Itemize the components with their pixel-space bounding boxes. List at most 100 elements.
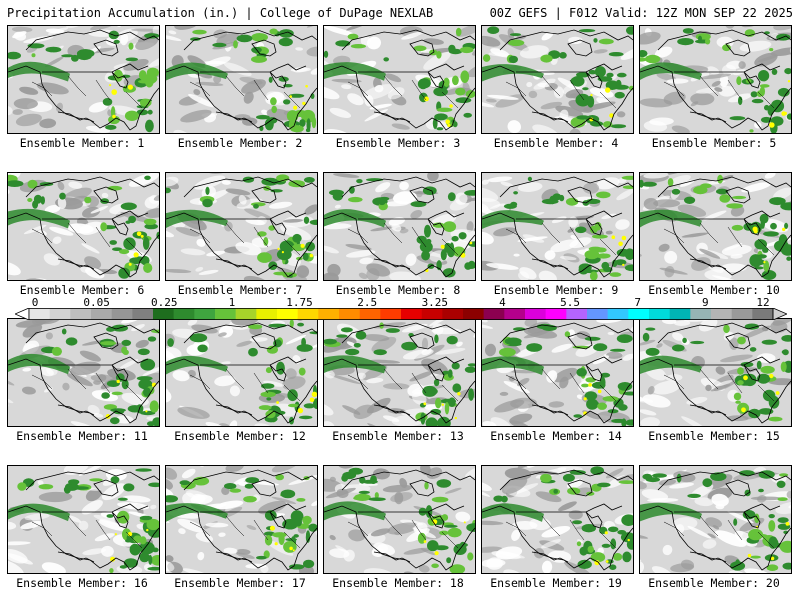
precip-green (503, 203, 517, 209)
precip-yellow (434, 551, 439, 556)
precip-green (468, 388, 474, 401)
precip-map (166, 26, 317, 133)
precip-trace (225, 466, 244, 472)
precip-trace (658, 243, 670, 252)
precip-trace (324, 85, 340, 100)
us-mexico-border (57, 258, 95, 270)
precip-trace (194, 175, 226, 190)
precip-green (33, 194, 43, 204)
precip-green (8, 180, 24, 187)
precip-green (559, 52, 567, 59)
coastline (324, 65, 475, 131)
precip-trace (205, 422, 226, 426)
precip-green (139, 515, 153, 521)
precip-trace (85, 267, 105, 279)
precip-trace (405, 253, 417, 266)
precip-trace (508, 369, 537, 374)
precip-green (236, 34, 253, 43)
precip-map (482, 466, 633, 573)
ensemble-member-label: Ensemble Member: 16 (16, 576, 148, 590)
precip-trace (482, 520, 504, 526)
precip-green (76, 49, 95, 58)
precip-trace (510, 397, 537, 409)
precip-green (733, 392, 742, 401)
precip-trace (195, 81, 224, 87)
us-canada-border (674, 210, 781, 220)
precip-green (270, 97, 277, 106)
state-lines (505, 222, 617, 256)
precip-green (303, 216, 310, 224)
precip-trace (507, 28, 515, 39)
precip-green (565, 197, 579, 206)
precip-trace (282, 218, 303, 223)
precip-green (268, 76, 273, 83)
arctic-coast (499, 322, 633, 344)
precip-band-west (324, 501, 386, 521)
precip-trace (643, 198, 659, 210)
precip-green (341, 327, 353, 333)
precip-green (189, 333, 208, 343)
precip-trace (421, 337, 429, 351)
precip-green (782, 562, 791, 570)
precip-green (447, 527, 462, 538)
precip-green (72, 486, 89, 490)
precip-trace (601, 213, 617, 220)
colorbar-swatch (545, 308, 567, 320)
precip-green (420, 412, 426, 425)
colorbar-swatch (235, 308, 257, 320)
ensemble-member-map (165, 172, 318, 281)
precip-trace (187, 369, 196, 378)
precip-trace (22, 367, 32, 372)
precip-green (768, 416, 783, 422)
precip-trace (511, 529, 521, 541)
state-lines (31, 515, 143, 549)
precip-trace (640, 561, 645, 573)
precip-green (736, 76, 742, 86)
precip-trace (681, 416, 707, 426)
precip-yellow (292, 549, 295, 552)
precip-green (760, 217, 765, 229)
colorbar-swatch (401, 308, 422, 320)
precip-green (143, 387, 151, 397)
precip-trace (218, 532, 226, 537)
precip-green (513, 191, 518, 195)
precip-green (442, 221, 457, 232)
precip-trace (232, 477, 248, 485)
precip-green (586, 198, 601, 204)
precip-green (145, 119, 154, 133)
precip-trace (567, 329, 576, 339)
coastline (166, 65, 317, 131)
precip-green (245, 477, 260, 484)
precip-trace (541, 31, 554, 41)
precip-green (143, 263, 153, 273)
precip-green (640, 50, 648, 58)
hudson-bay (725, 479, 751, 497)
arctic-coast (183, 29, 317, 51)
precip-trace (19, 86, 39, 95)
precip-yellow (309, 253, 314, 258)
ensemble-member-map (639, 172, 792, 281)
precip-trace (711, 493, 729, 507)
precip-trace (43, 253, 61, 266)
precip-green (248, 324, 263, 330)
precip-green (584, 336, 601, 341)
precip-trace (544, 250, 556, 261)
precip-green (301, 337, 306, 347)
precip-green (760, 116, 772, 123)
coastline (166, 505, 317, 571)
precip-trace (500, 181, 513, 187)
precip-trace (523, 330, 550, 339)
coastline (640, 358, 791, 424)
precip-trace (23, 224, 47, 235)
precip-trace (324, 26, 356, 37)
precip-green (123, 558, 138, 568)
precip-trace (85, 488, 102, 502)
precip-yellow (752, 226, 758, 232)
precip-trace (135, 339, 149, 348)
precip-trace (12, 109, 23, 115)
precip-trace (410, 209, 423, 219)
precip-trace (198, 269, 219, 275)
precip-trace (668, 174, 691, 186)
precip-green (593, 343, 608, 352)
colorbar-swatch (690, 308, 712, 320)
